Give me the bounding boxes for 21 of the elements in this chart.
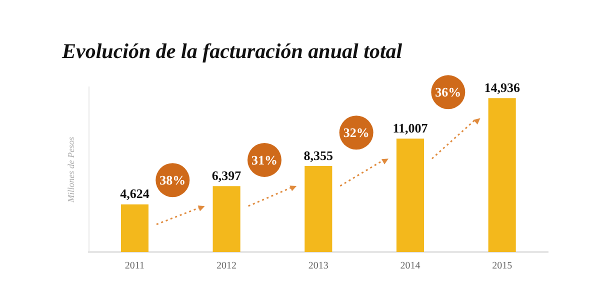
x-tick-label: 2014 — [400, 260, 420, 272]
data-label: 14,936 — [484, 80, 520, 96]
annotation: 38% — [160, 172, 186, 188]
bar — [488, 98, 516, 252]
bar — [212, 186, 240, 252]
data-label: 11,007 — [392, 120, 428, 136]
data-label: 4,624 — [120, 186, 150, 202]
annotation: 32% — [343, 124, 370, 140]
y-axis-title: Millones de Pesos — [66, 136, 76, 204]
x-tick-label: 2015 — [492, 260, 512, 272]
x-tick-label: 2012 — [216, 260, 237, 272]
bar — [120, 204, 148, 252]
x-tick-label: 2011 — [124, 260, 145, 272]
annotation: 36% — [435, 84, 462, 100]
chart-title: Evolución de la facturación anual total — [61, 39, 402, 64]
bar — [304, 166, 332, 252]
data-label: 8,355 — [304, 148, 334, 163]
data-label: 6,397 — [212, 168, 242, 183]
annotation: 31% — [251, 152, 278, 168]
bar — [396, 138, 424, 252]
x-tick-label: 2013 — [308, 260, 328, 272]
